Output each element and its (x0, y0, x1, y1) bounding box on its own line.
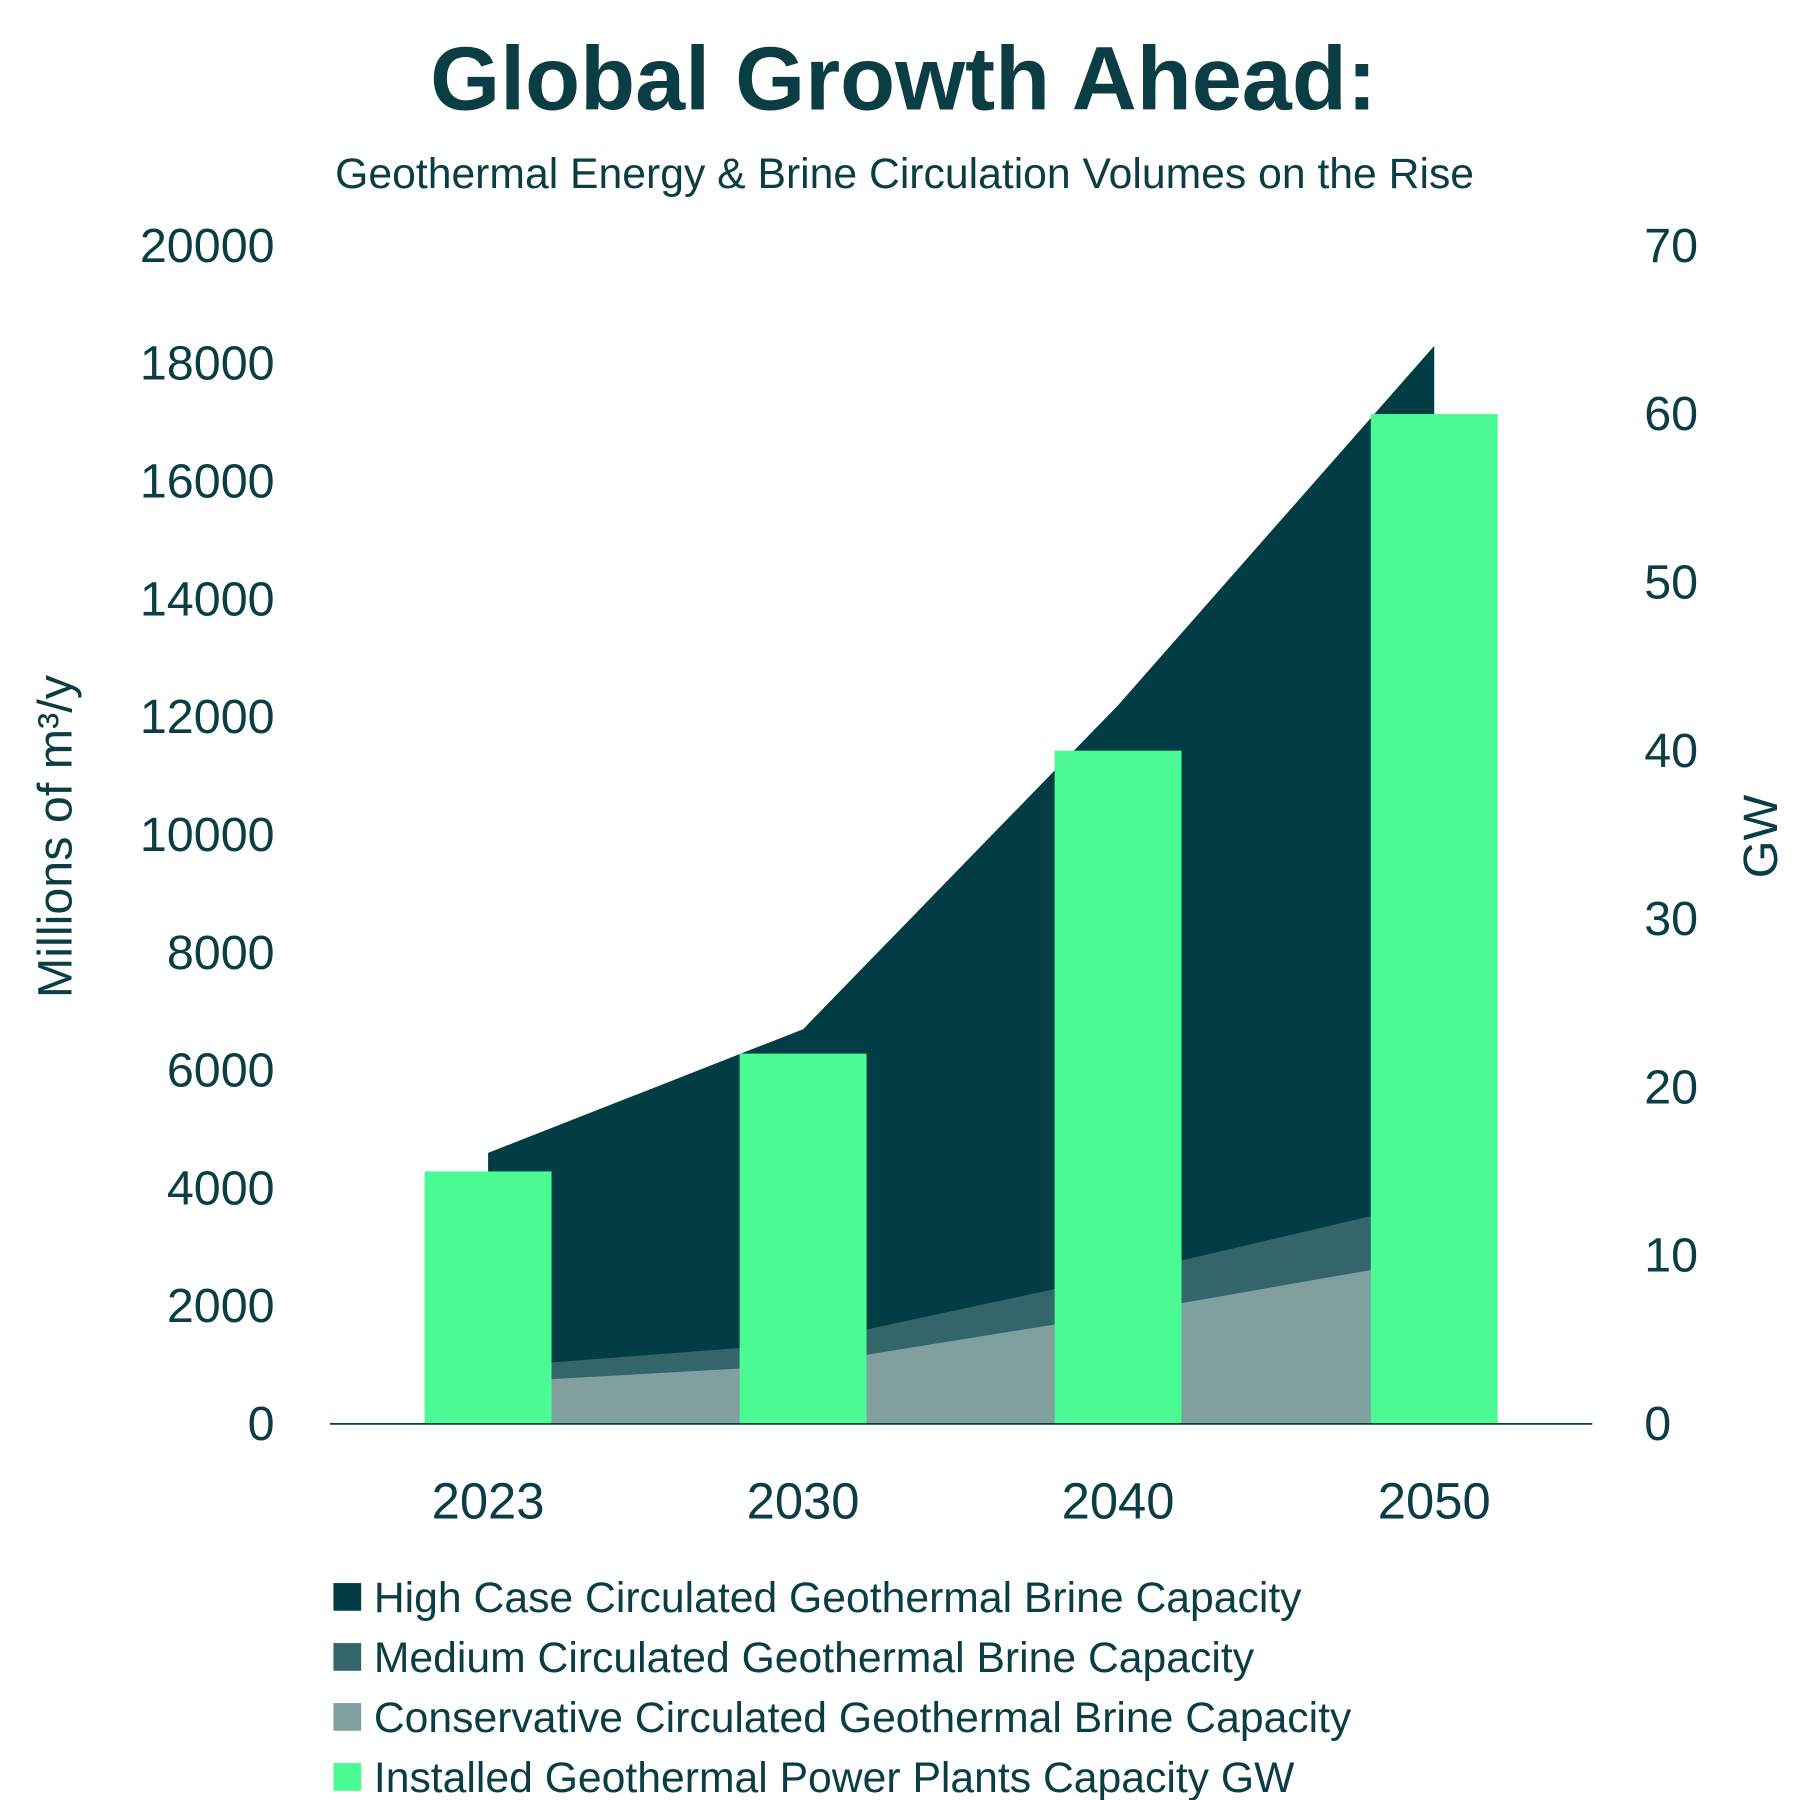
left-axis-ticks: 0 2000 4000 6000 8000 10000 12000 14000 16000 180… (140, 219, 275, 1451)
left-tick-label: 18000 (140, 337, 275, 391)
right-axis-label: GW (1734, 795, 1788, 879)
x-tick-label: 2050 (1378, 1472, 1491, 1529)
left-tick-label: 12000 (140, 690, 275, 744)
bar-2030 (739, 1053, 867, 1424)
legend: High Case Circulated Geothermal Brine Ca… (333, 1574, 1352, 1800)
legend-label: High Case Circulated Geothermal Brine Ca… (374, 1574, 1302, 1622)
left-tick-label: 16000 (140, 455, 275, 509)
right-tick-label: 30 (1644, 892, 1698, 946)
x-axis-ticks: 2023 2030 2040 2050 (432, 1472, 1491, 1529)
legend-label: Conservative Circulated Geothermal Brine… (374, 1694, 1352, 1742)
bar-2023 (424, 1171, 552, 1424)
left-axis-label: Millions of m³/y (29, 674, 83, 998)
left-tick-label: 4000 (167, 1161, 275, 1215)
chart-subtitle: Geothermal Energy & Brine Circulation Vo… (335, 150, 1474, 198)
x-tick-label: 2023 (432, 1472, 545, 1529)
left-tick-label: 0 (248, 1397, 275, 1451)
right-tick-label: 20 (1644, 1060, 1698, 1114)
right-tick-label: 50 (1644, 556, 1698, 610)
area-high (488, 345, 1435, 1424)
right-tick-label: 40 (1644, 724, 1698, 778)
left-tick-label: 20000 (140, 219, 275, 273)
left-tick-label: 8000 (167, 926, 275, 980)
x-tick-label: 2030 (747, 1472, 860, 1529)
chart-title: Global Growth Ahead: (430, 30, 1377, 130)
legend-swatch (333, 1763, 362, 1791)
legend-swatch (333, 1643, 362, 1671)
right-tick-label: 70 (1644, 219, 1698, 273)
right-tick-label: 60 (1644, 387, 1698, 441)
legend-swatch (333, 1703, 362, 1731)
legend-label: Installed Geothermal Power Plants Capaci… (374, 1754, 1295, 1800)
x-tick-label: 2040 (1062, 1472, 1175, 1529)
left-tick-label: 10000 (140, 808, 275, 862)
right-tick-label: 10 (1644, 1229, 1698, 1283)
right-axis-ticks: 0 10 20 30 40 50 60 70 (1644, 219, 1698, 1451)
right-tick-label: 0 (1644, 1397, 1671, 1451)
bar-2040 (1054, 750, 1182, 1424)
left-tick-label: 2000 (167, 1279, 275, 1333)
left-tick-label: 14000 (140, 572, 275, 626)
legend-label: Medium Circulated Geothermal Brine Capac… (374, 1634, 1255, 1682)
bar-series (424, 414, 1498, 1424)
left-tick-label: 6000 (167, 1044, 275, 1098)
legend-swatch (333, 1583, 362, 1611)
area-series (488, 345, 1435, 1424)
bar-2050 (1370, 414, 1498, 1424)
area-conservative (488, 1258, 1435, 1424)
